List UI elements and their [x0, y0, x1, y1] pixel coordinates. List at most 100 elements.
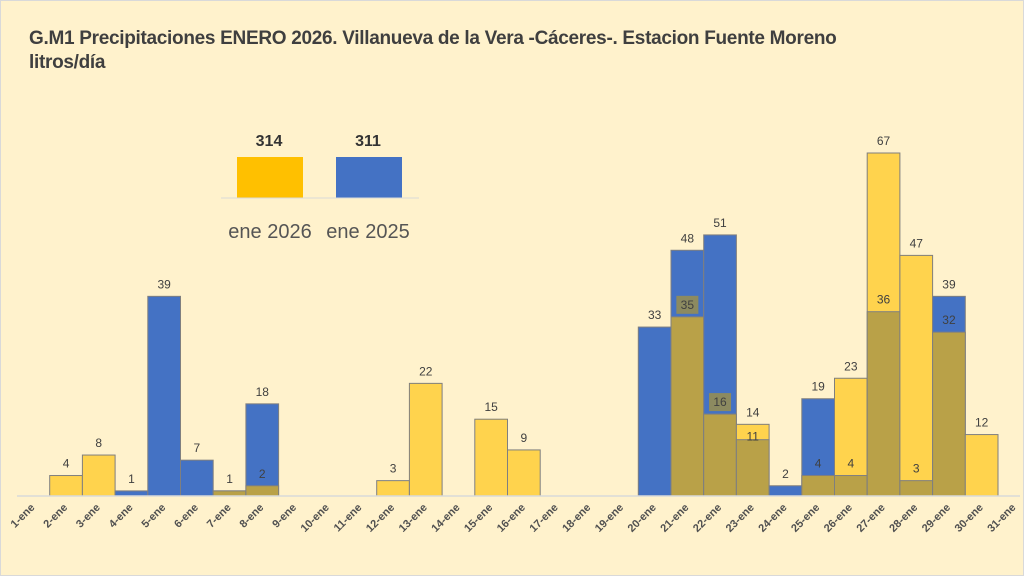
- bar-overlap-26-ene: [834, 475, 868, 497]
- bar-2026-13-ene: [408, 382, 443, 497]
- x-tick-label-17-ene: 17-ene: [528, 502, 561, 535]
- legend-total-1: 311: [355, 133, 381, 150]
- x-tick-label-4-ene: 4-ene: [107, 502, 136, 531]
- data-label-top-16-ene: 9: [521, 431, 528, 445]
- data-label-top-27-ene: 67: [877, 134, 891, 148]
- x-tick-label-1-ene: 1-ene: [9, 502, 38, 531]
- x-tick-label-29-ene: 29-ene: [920, 502, 953, 535]
- bar-2025-5-ene: [147, 295, 182, 497]
- bar-overlap-28-ene: [899, 480, 934, 497]
- x-tick-label-8-ene: 8-ene: [238, 502, 267, 531]
- data-label-inner-22-ene: 16: [713, 395, 727, 409]
- bar-overlap-23-ene: [735, 439, 770, 497]
- bar-2026-30-ene: [964, 434, 999, 497]
- data-label-top-7-ene: 1: [226, 472, 233, 486]
- data-label-inner-21-ene: 35: [681, 298, 695, 312]
- x-tick-label-19-ene: 19-ene: [593, 502, 626, 535]
- data-label-top-22-ene: 51: [713, 216, 727, 230]
- x-tick-label-24-ene: 24-ene: [756, 502, 789, 535]
- x-tick-label-6-ene: 6-ene: [172, 502, 201, 531]
- x-tick-label-14-ene: 14-ene: [429, 502, 462, 535]
- data-label-top-29-ene: 39: [942, 277, 956, 291]
- x-tick-label-27-ene: 27-ene: [855, 502, 888, 535]
- x-tick-label-11-ene: 11-ene: [332, 502, 365, 535]
- data-label-inner-21-ene-bg: [676, 295, 699, 314]
- bar-2026-3-ene: [81, 454, 116, 497]
- x-tick-label-15-ene: 15-ene: [462, 502, 495, 535]
- x-tick-label-21-ene: 21-ene: [658, 502, 691, 535]
- legend: 314 311 ene 2026 ene 2025: [221, 133, 419, 243]
- x-tick-label-2-ene: 2-ene: [41, 502, 70, 531]
- bar-overlap-27-ene: [866, 311, 901, 497]
- data-label-top-30-ene: 12: [975, 416, 989, 430]
- bar-2026-16-ene: [507, 449, 541, 497]
- bar-2026-28-ene: [899, 254, 934, 497]
- chart-title: G.M1 Precipitaciones ENERO 2026. Villanu…: [29, 27, 837, 75]
- data-label-top-5-ene: 39: [157, 277, 171, 291]
- data-label-top-3-ene: 8: [95, 436, 102, 450]
- data-label-inner-29-ene: 32: [942, 313, 956, 327]
- data-label-top-4-ene: 1: [128, 472, 135, 486]
- legend-swatch-2026: [237, 157, 303, 198]
- x-tick-label-30-ene: 30-ene: [953, 502, 986, 535]
- bar-2025-24-ene: [768, 485, 803, 497]
- data-label-inner-8-ene: 2: [259, 467, 266, 481]
- x-tick-label-7-ene: 7-ene: [205, 502, 234, 531]
- data-label-inner-26-ene: 4: [848, 457, 855, 471]
- x-tick-label-12-ene: 12-ene: [364, 502, 397, 535]
- bar-2025-8-ene: [245, 403, 280, 497]
- x-tick-label-13-ene: 13-ene: [397, 502, 430, 535]
- data-label-top-21-ene: 48: [681, 231, 695, 245]
- bar-overlap-7-ene: [212, 490, 247, 497]
- data-label-top-13-ene: 22: [419, 364, 433, 378]
- chart-title-line1: G.M1 Precipitaciones ENERO 2026. Villanu…: [29, 28, 837, 49]
- x-tick-label-5-ene: 5-ene: [139, 502, 168, 531]
- data-label-top-26-ene: 23: [844, 359, 858, 373]
- bar-overlap-22-ene: [703, 413, 737, 497]
- bar-overlap-29-ene: [932, 331, 966, 497]
- x-tick-label-22-ene: 22-ene: [691, 502, 724, 535]
- data-label-inner-25-ene: 4: [815, 457, 822, 471]
- legend-label-1: ene 2025: [326, 221, 409, 243]
- data-label-inner-27-ene: 36: [877, 293, 891, 307]
- x-tick-label-28-ene: 28-ene: [887, 502, 920, 535]
- x-tick-label-23-ene: 23-ene: [724, 502, 757, 535]
- legend-swatch-2025: [336, 157, 402, 198]
- x-tick-label-18-ene: 18-ene: [560, 502, 593, 535]
- bar-overlap-21-ene: [670, 316, 705, 497]
- bars-group: [49, 152, 999, 497]
- bar-2026-15-ene: [474, 418, 508, 497]
- data-label-inner-23-ene: 11: [747, 429, 760, 443]
- bar-overlap-8-ene: [245, 485, 280, 497]
- x-tick-label-31-ene: 31-ene: [985, 502, 1018, 535]
- bar-2026-12-ene: [376, 480, 410, 497]
- x-tick-label-3-ene: 3-ene: [74, 502, 103, 531]
- data-label-top-8-ene: 18: [256, 385, 270, 399]
- bar-2026-2-ene: [49, 475, 83, 497]
- legend-label-0: ene 2026: [228, 221, 311, 243]
- data-label-top-6-ene: 7: [194, 441, 201, 455]
- data-label-top-25-ene: 19: [811, 380, 825, 394]
- bar-2025-4-ene: [114, 490, 149, 497]
- data-label-top-20-ene: 33: [648, 308, 662, 322]
- chart-title-line2: litros/día: [29, 52, 106, 73]
- x-tick-label-25-ene: 25-ene: [789, 502, 822, 535]
- data-label-top-2-ene: 4: [63, 457, 70, 471]
- data-label-inner-22-ene-bg: [709, 393, 732, 412]
- legend-total-0: 314: [256, 133, 283, 150]
- x-tick-label-10-ene: 10-ene: [299, 502, 332, 535]
- x-tick-labels-group: 1-ene 2-ene 3-ene 4-ene 5-ene 6-ene 7-ene 8-ene…: [9, 502, 1019, 535]
- data-label-top-12-ene: 3: [390, 462, 397, 476]
- x-tick-label-20-ene: 20-ene: [626, 502, 659, 535]
- bar-overlap-25-ene: [801, 475, 835, 497]
- data-label-inner-28-ene: 3: [913, 462, 920, 476]
- data-label-top-24-ene: 2: [782, 467, 789, 481]
- data-label-top-23-ene: 14: [746, 405, 760, 419]
- x-tick-label-16-ene: 16-ene: [495, 502, 528, 535]
- data-label-top-28-ene: 47: [910, 236, 924, 250]
- x-tick-label-9-ene: 9-ene: [270, 502, 299, 531]
- bar-2025-20-ene: [637, 326, 672, 497]
- x-tick-label-26-ene: 26-ene: [822, 502, 855, 535]
